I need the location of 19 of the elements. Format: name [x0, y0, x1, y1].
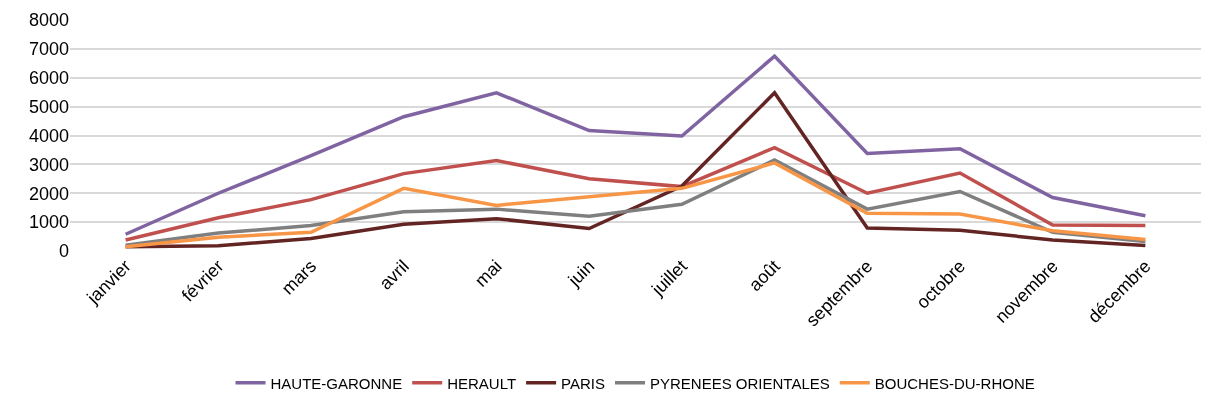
legend-label: PYRENEES ORIENTALES — [650, 374, 830, 392]
legend-label: BOUCHES-DU-RHONE — [874, 374, 1035, 392]
x-tick-label: août — [744, 256, 784, 295]
line-series — [123, 54, 1148, 236]
y-tick-label: 1000 — [28, 212, 69, 233]
x-tick-label: mai — [470, 256, 506, 291]
legend-label: PARIS — [561, 374, 605, 392]
y-tick-label: 5000 — [28, 96, 69, 117]
y-tick-label: 2000 — [28, 183, 69, 204]
line-series — [123, 145, 1148, 242]
x-tick-label: juin — [563, 256, 599, 291]
y-tick-label: 6000 — [28, 68, 69, 89]
y-tick-label: 4000 — [28, 125, 69, 146]
y-tick-label: 3000 — [28, 154, 69, 175]
legend-label: HERAULT — [447, 374, 517, 392]
y-tick-label: 0 — [58, 241, 69, 262]
legend-label: HAUTE-GARONNE — [270, 374, 403, 392]
y-tick-label: 8000 — [28, 10, 69, 31]
y-tick-label: 7000 — [28, 39, 69, 60]
